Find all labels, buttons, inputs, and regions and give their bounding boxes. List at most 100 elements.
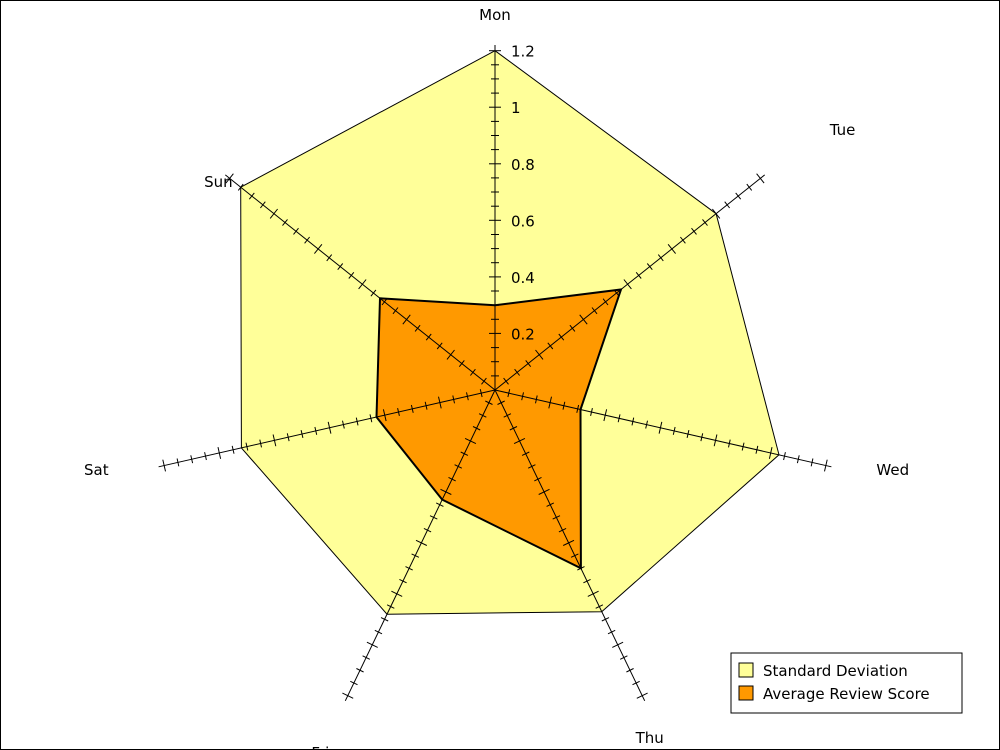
axis-tick: [386, 604, 395, 609]
axis-tick: [601, 617, 610, 622]
axis-tick: [558, 527, 567, 533]
category-label-Fri: Fri: [311, 744, 329, 749]
axis-tick: [646, 263, 653, 271]
axis-tick: [626, 668, 634, 673]
axis-tick: [587, 590, 599, 597]
axis-tick: [405, 566, 413, 571]
axis-tick: [355, 417, 359, 426]
axis-tick: [381, 298, 388, 306]
axis-tick: [454, 464, 463, 469]
axis-tick: [824, 459, 828, 472]
legend-swatch-std-dev: [738, 662, 754, 678]
axis-tick: [521, 392, 524, 401]
axis-tick: [429, 515, 438, 520]
axis-tick: [460, 451, 469, 456]
axis-tick: [503, 377, 509, 385]
axis-tick: [424, 401, 428, 410]
axis-tick: [546, 502, 555, 507]
axis-tick: [728, 439, 731, 448]
axis-tick: [497, 400, 505, 405]
axis-tick: [632, 680, 640, 686]
axis-tick: [260, 201, 266, 209]
axis-tick: [583, 578, 591, 584]
axis-tick: [326, 254, 333, 262]
axis-tick: [362, 655, 371, 660]
axis-tick: [369, 414, 373, 423]
axis-Thu: [494, 389, 646, 702]
axis-tick: [607, 629, 616, 635]
axis-tick: [440, 488, 452, 495]
axis-tick: [595, 604, 604, 609]
axis-tick: [342, 692, 354, 699]
axis-Fri: [344, 389, 496, 702]
axis-Wed: [494, 389, 832, 468]
axis-tick: [658, 421, 663, 434]
legend-label-std-dev: Standard Deviation: [763, 662, 908, 680]
axis-tick: [382, 409, 387, 422]
axis-tick: [293, 227, 299, 235]
axis-tick: [755, 445, 759, 454]
axis-tick: [225, 173, 234, 184]
axis-tick: [414, 324, 421, 332]
axis-tick: [399, 578, 407, 584]
axis-tick: [562, 539, 575, 546]
axis-tick: [410, 404, 414, 413]
axis-tick: [245, 442, 249, 451]
axis-tick: [337, 263, 344, 271]
axis-tick: [366, 641, 378, 648]
axis-tick: [768, 446, 773, 459]
category-label-Sun: Sun: [204, 173, 233, 191]
category-label-Thu: Thu: [635, 729, 664, 747]
axis-tick: [590, 407, 593, 417]
r-tick-label: 0.4: [511, 269, 535, 287]
axis-tick: [231, 445, 235, 454]
axis-tick: [558, 333, 565, 341]
axis-tick: [248, 192, 255, 200]
axis-tick: [645, 420, 648, 429]
axis-tick: [478, 413, 487, 418]
axis-tick: [466, 392, 469, 401]
axis-tick: [176, 458, 180, 467]
axis-tick: [552, 515, 561, 520]
axis-tick: [190, 455, 194, 464]
axis-tick: [623, 279, 632, 290]
axis-tick: [342, 420, 345, 429]
axis-tick: [327, 421, 332, 434]
axis-tick: [686, 429, 690, 439]
category-label-Wed: Wed: [876, 461, 909, 479]
axis-tick: [631, 417, 635, 426]
axis-tick: [282, 219, 288, 226]
axis-tick: [547, 342, 554, 350]
axis-tick: [162, 459, 166, 472]
category-label-Tue: Tue: [829, 121, 856, 139]
axis-tick: [612, 641, 624, 648]
axis-tick: [415, 539, 428, 546]
labels-layer: 0.2 0.4 0.6 0.8 1 1.2 Mon Tue Wed Thu Fri Sat Sun: [84, 6, 909, 749]
axis-tick: [237, 183, 244, 191]
axis-tick: [217, 446, 222, 459]
axis-tick: [513, 437, 526, 445]
axis-tick: [712, 208, 721, 219]
axis-tick: [259, 439, 262, 448]
axis-tick: [613, 289, 620, 297]
axis-tick: [402, 314, 411, 325]
axis-tick: [741, 442, 745, 451]
axis-tick: [514, 368, 520, 376]
axis-tick: [204, 452, 207, 461]
legend-box: [730, 652, 963, 714]
axes-layer: [158, 45, 832, 702]
category-label-Sat: Sat: [84, 461, 109, 479]
axis-tick: [300, 429, 304, 439]
axis-tick: [672, 426, 676, 435]
category-label-Mon: Mon: [479, 6, 511, 24]
axis-tick: [470, 368, 476, 376]
axis-tick: [436, 342, 443, 350]
axis-tick: [435, 502, 444, 507]
axis-tick: [619, 655, 628, 660]
axis-tick: [348, 271, 355, 279]
legend-label-avg-score: Average Review Score: [763, 685, 930, 703]
axis-tick: [579, 314, 588, 325]
axis-tick: [525, 360, 532, 368]
axis-tick: [591, 307, 598, 315]
axis-tick: [735, 192, 742, 200]
